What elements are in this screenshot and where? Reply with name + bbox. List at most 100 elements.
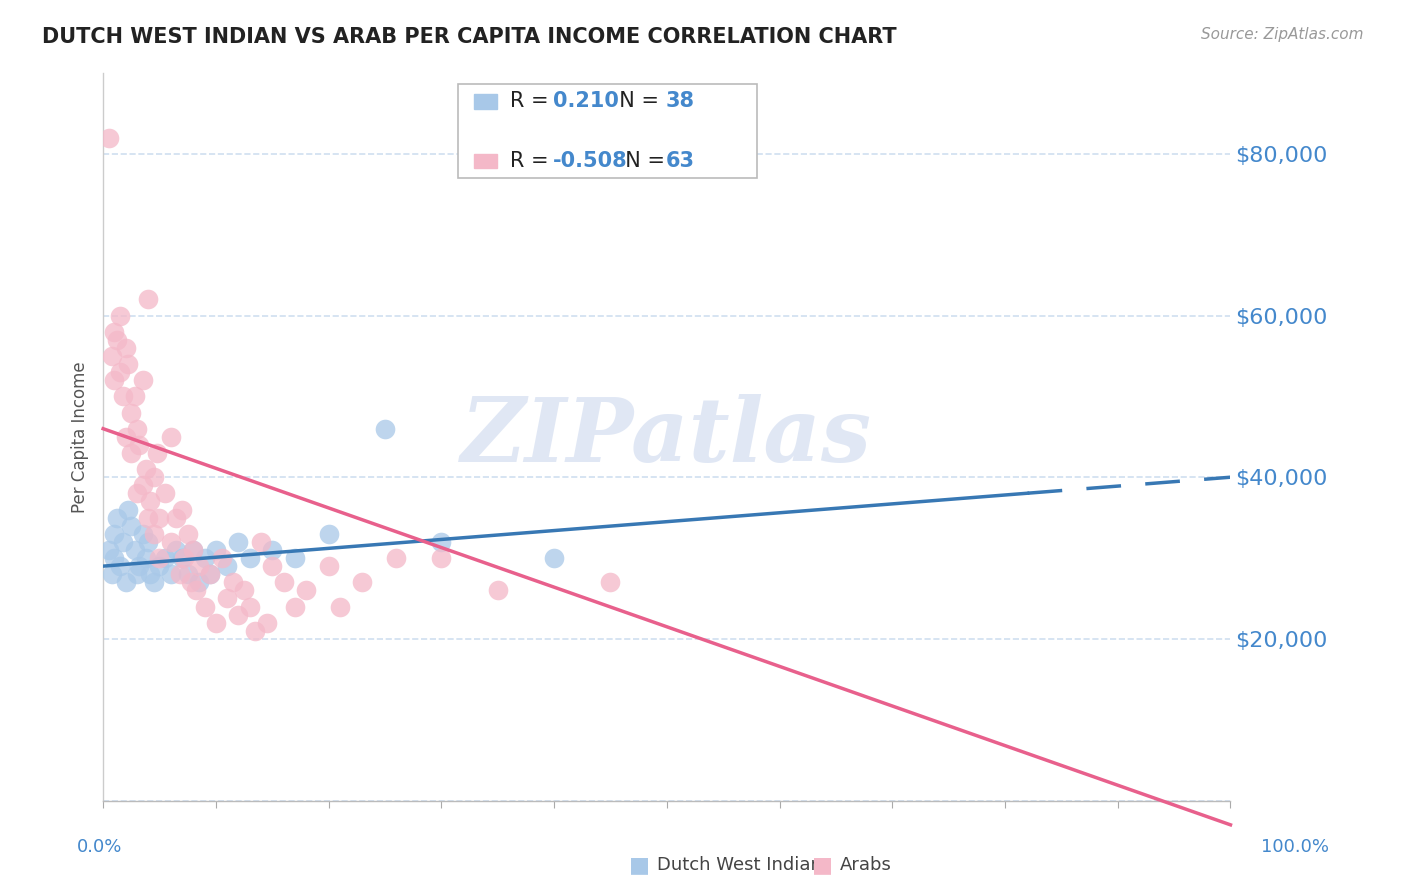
Point (125, 422, 148, 436)
Point (205, 615, 228, 630)
Point (136, 510, 159, 524)
Point (599, 575, 621, 590)
Point (217, 559, 239, 574)
Point (176, 567, 198, 582)
Point (159, 430, 181, 444)
Text: -0.508: -0.508 (553, 151, 627, 171)
Point (105, 510, 128, 524)
Point (181, 543, 204, 558)
Point (262, 559, 284, 574)
Text: Arabs: Arabs (839, 856, 891, 874)
Point (114, 341, 136, 355)
Point (108, 365, 131, 379)
Point (117, 357, 139, 371)
Point (153, 551, 176, 566)
FancyBboxPatch shape (458, 84, 756, 178)
Point (128, 559, 150, 574)
Point (352, 575, 374, 590)
Point (184, 583, 207, 598)
Point (114, 430, 136, 444)
Text: Dutch West Indians: Dutch West Indians (657, 856, 831, 874)
Point (173, 551, 195, 566)
Point (148, 559, 170, 574)
Point (188, 559, 211, 574)
Point (170, 502, 193, 516)
Text: N =: N = (606, 91, 665, 112)
Point (329, 599, 352, 614)
Point (131, 373, 153, 387)
Point (146, 446, 169, 460)
Point (136, 293, 159, 307)
Point (125, 567, 148, 582)
Point (205, 543, 228, 558)
Point (159, 534, 181, 549)
Point (135, 462, 157, 476)
Point (142, 575, 165, 590)
Text: ZIPatlas: ZIPatlas (461, 393, 872, 480)
Point (142, 470, 165, 484)
Point (101, 349, 124, 363)
Point (295, 583, 318, 598)
Point (128, 438, 150, 452)
Text: 100.0%: 100.0% (1261, 838, 1329, 855)
Point (239, 599, 262, 614)
Point (105, 333, 128, 347)
Point (262, 543, 284, 558)
Point (250, 534, 273, 549)
Point (256, 615, 278, 630)
Point (148, 551, 170, 566)
Point (200, 567, 222, 582)
Point (117, 502, 139, 516)
Text: 38: 38 (665, 91, 695, 112)
Point (142, 526, 165, 541)
Point (139, 567, 162, 582)
Point (194, 599, 217, 614)
Point (374, 422, 396, 436)
Point (188, 575, 211, 590)
Point (120, 405, 142, 419)
Point (153, 486, 176, 500)
Point (114, 575, 136, 590)
Point (108, 559, 131, 574)
Text: 0.210: 0.210 (553, 91, 619, 112)
Point (124, 389, 146, 403)
Point (211, 551, 233, 566)
Point (165, 510, 187, 524)
Point (103, 526, 125, 541)
Text: DUTCH WEST INDIAN VS ARAB PER CAPITA INCOME CORRELATION CHART: DUTCH WEST INDIAN VS ARAB PER CAPITA INC… (42, 27, 897, 46)
Point (200, 567, 222, 582)
Point (131, 526, 153, 541)
Point (103, 551, 125, 566)
Point (120, 446, 142, 460)
Text: N =: N = (612, 151, 671, 171)
Point (318, 559, 340, 574)
Point (430, 551, 453, 566)
Text: ■: ■ (813, 855, 832, 875)
Point (103, 325, 125, 339)
Point (233, 583, 256, 598)
Point (159, 567, 181, 582)
Point (486, 583, 509, 598)
Point (180, 575, 202, 590)
Point (222, 575, 245, 590)
Point (239, 551, 262, 566)
Text: Source: ZipAtlas.com: Source: ZipAtlas.com (1201, 27, 1364, 42)
Point (284, 551, 307, 566)
Point (136, 534, 159, 549)
Text: R =: R = (510, 151, 555, 171)
Point (170, 551, 193, 566)
Text: R =: R = (510, 91, 555, 112)
Point (228, 607, 250, 622)
Point (284, 599, 307, 614)
Point (101, 567, 124, 582)
Point (125, 486, 148, 500)
Point (217, 591, 239, 606)
Point (165, 543, 187, 558)
Point (318, 526, 340, 541)
Point (112, 534, 135, 549)
Point (131, 478, 153, 492)
Point (97, 543, 120, 558)
Point (430, 534, 453, 549)
Point (97, 130, 120, 145)
Point (543, 551, 565, 566)
